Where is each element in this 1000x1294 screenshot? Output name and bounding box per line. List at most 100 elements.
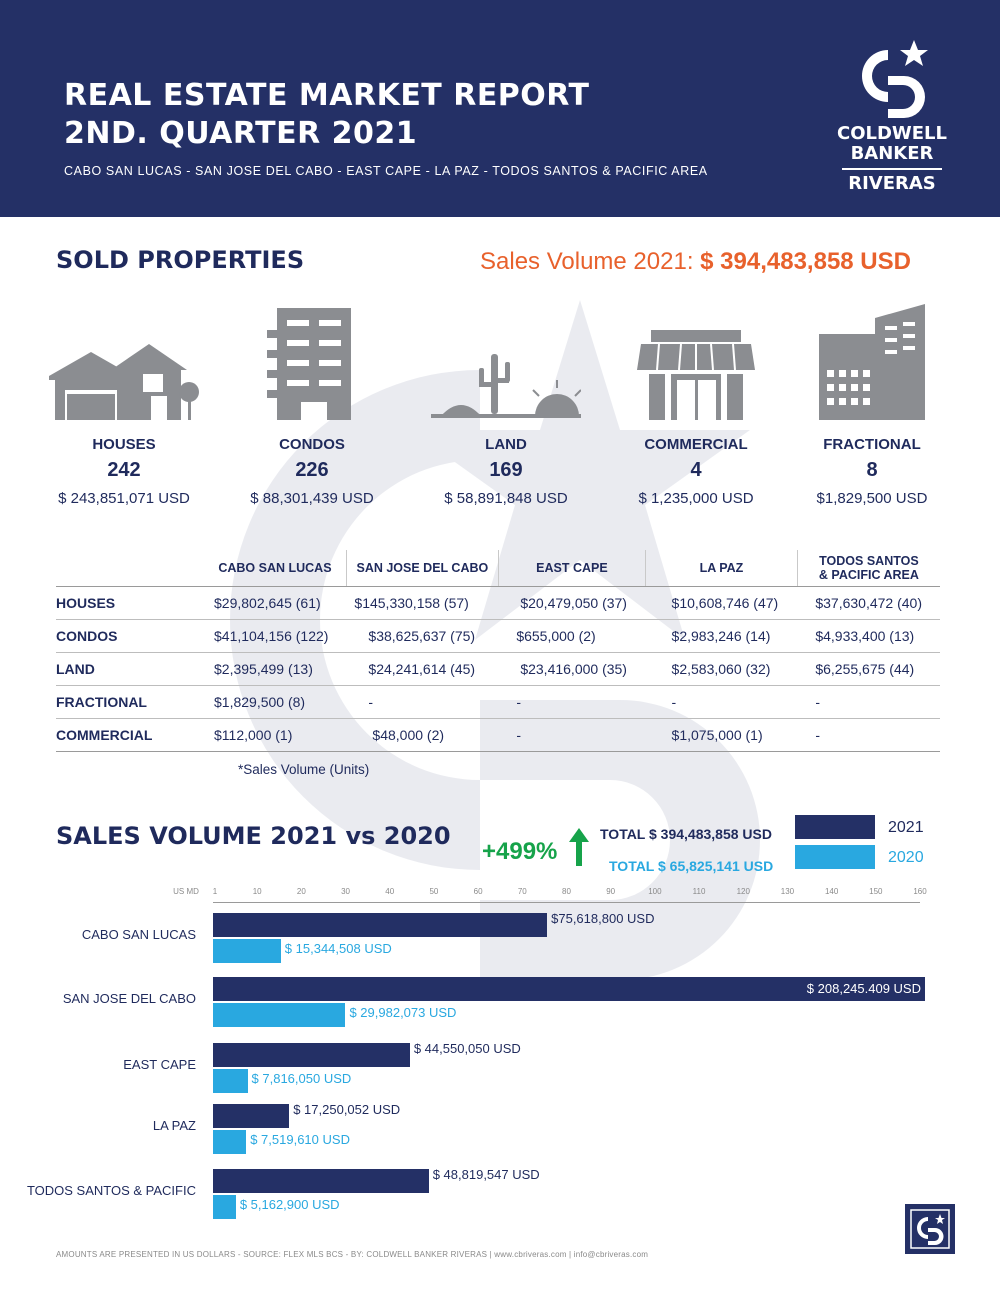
sales-volume-2021: Sales Volume 2021: $ 394,483,858 USD <box>480 248 911 276</box>
table-cell: $2,395,499 (13) <box>204 652 347 686</box>
category-label: CABO SAN LUCAS <box>81 927 196 942</box>
bar-2021 <box>213 1169 429 1193</box>
category-fractional: FRACTIONAL 8 $1,829,500 USD <box>782 295 962 507</box>
bar-value-label: $ 15,344,508 USD <box>284 941 392 956</box>
table-cell: - <box>346 685 499 719</box>
category-volume: $ 1,235,000 USD <box>638 490 754 507</box>
total-2020: TOTAL $ 65,825,141 USD <box>609 858 774 874</box>
bar-2020 <box>213 1003 346 1027</box>
category-name: LAND <box>485 436 527 453</box>
row-header: HOUSES <box>56 586 204 620</box>
col-header-sjd: SAN JOSE DEL CABO <box>345 550 499 587</box>
category-land: LAND 169 $ 58,891,848 USD <box>416 295 596 507</box>
table-cell: $1,075,000 (1) <box>645 718 798 752</box>
x-tick-label: 50 <box>429 887 439 896</box>
comparison-title: SALES VOLUME 2021 vs 2020 <box>56 822 451 850</box>
bar-2020 <box>213 1069 248 1093</box>
category-label: TODOS SANTOS & PACIFIC <box>26 1183 196 1198</box>
table-cell: $38,625,637 (75) <box>346 619 499 653</box>
category-houses: HOUSES 242 $ 243,851,071 USD <box>34 295 214 507</box>
category-label: LA PAZ <box>152 1118 196 1133</box>
row-header: COMMERCIAL <box>56 718 204 752</box>
cb-badge-logo <box>905 1204 955 1254</box>
sold-properties-title: SOLD PROPERTIES <box>56 246 305 274</box>
office-buildings-icon <box>819 304 925 420</box>
table-cell: $10,608,746 (47) <box>645 586 798 620</box>
category-volume: $ 243,851,071 USD <box>58 490 190 507</box>
report-header: REAL ESTATE MARKET REPORT 2ND. QUARTER 2… <box>0 0 1000 217</box>
bar-2020 <box>213 1130 247 1154</box>
table-row: CONDOS $41,104,156 (122) $38,625,637 (75… <box>56 619 940 653</box>
x-tick-label: 60 <box>473 887 483 896</box>
category-name: COMMERCIAL <box>644 436 748 453</box>
table-cell: - <box>498 685 646 719</box>
category-commercial: COMMERCIAL 4 $ 1,235,000 USD <box>606 295 786 507</box>
col-header-todos-santos-line1: TODOS SANTOS <box>819 553 919 568</box>
col-header-todos-santos-line2: & PACIFIC AREA <box>818 567 919 582</box>
x-tick-label: 130 <box>780 887 795 896</box>
category-count: 8 <box>866 459 878 481</box>
category-name: CONDOS <box>279 436 345 453</box>
x-tick-label: 40 <box>385 887 395 896</box>
category-condos: CONDOS 226 $ 88,301,439 USD <box>222 295 402 507</box>
logo-divider <box>842 168 942 170</box>
category-count: 169 <box>489 459 523 481</box>
axis-unit-label: US MD <box>173 887 199 896</box>
table-cell: $6,255,675 (44) <box>797 652 940 686</box>
x-tick-label: 30 <box>341 887 351 896</box>
logo-sub: RIVERAS <box>848 173 936 194</box>
land-cactus-icon <box>431 354 581 418</box>
house-icon <box>49 344 199 420</box>
row-header: FRACTIONAL <box>56 685 204 719</box>
table-cell: $2,983,246 (14) <box>645 619 798 653</box>
table-cell: $29,802,645 (61) <box>204 586 347 620</box>
table-cell: $41,104,156 (122) <box>204 619 347 653</box>
table-row: LAND $2,395,499 (13) $24,241,614 (45) $2… <box>56 652 940 686</box>
x-tick-label: 80 <box>562 887 571 896</box>
col-header-la-paz: LA PAZ <box>645 550 798 587</box>
bar-2020 <box>213 939 281 963</box>
x-tick-label: 20 <box>296 887 306 896</box>
report-title: REAL ESTATE MARKET REPORT <box>64 78 590 113</box>
table-cell: - <box>498 718 646 752</box>
category-volume: $ 88,301,439 USD <box>250 490 374 507</box>
storefront-icon <box>637 330 755 420</box>
x-tick-label: 110 <box>692 887 706 896</box>
arrow-up-icon <box>569 828 589 866</box>
table-note: *Sales Volume (Units) <box>238 762 370 777</box>
x-tick-label: 100 <box>648 887 662 896</box>
condo-building-icon <box>267 308 351 420</box>
x-tick-label: 70 <box>517 887 527 896</box>
sold-breakdown-table: CABO SAN LUCAS SAN JOSE DEL CABO EAST CA… <box>56 550 940 752</box>
cb-monogram-icon <box>862 40 928 118</box>
table-cell: $48,000 (2) <box>346 718 499 752</box>
total-2021: TOTAL $ 394,483,858 USD <box>600 826 772 842</box>
bar-2020 <box>213 1195 236 1219</box>
table-cell: - <box>645 685 798 719</box>
col-header-east-cape: EAST CAPE <box>497 550 646 587</box>
footer-source: AMOUNTS ARE PRESENTED IN US DOLLARS - SO… <box>56 1250 649 1259</box>
x-tick-label: 90 <box>606 887 616 896</box>
bar-2021 <box>213 1043 410 1067</box>
bar-value-label: $ 5,162,900 USD <box>239 1197 340 1212</box>
table-cell: $23,416,000 (35) <box>498 652 646 686</box>
coldwell-banker-logo: COLDWELL BANKER RIVERAS <box>822 38 962 203</box>
table-row: HOUSES $29,802,645 (61) $145,330,158 (57… <box>56 586 940 620</box>
table-corner <box>56 550 204 587</box>
row-header: CONDOS <box>56 619 204 653</box>
cb-monogram-icon <box>910 1209 950 1249</box>
table-cell: $20,479,050 (37) <box>498 586 646 620</box>
x-tick-label: 160 <box>913 887 927 896</box>
bar-value-label: $ 7,519,610 USD <box>250 1132 350 1147</box>
bar-value-label: $ 29,982,073 USD <box>349 1005 457 1020</box>
sales-volume-value: $ 394,483,858 USD <box>700 248 911 275</box>
table-cell: $112,000 (1) <box>204 718 347 752</box>
table-header-row: CABO SAN LUCAS SAN JOSE DEL CABO EAST CA… <box>56 550 940 587</box>
category-volume: $1,829,500 USD <box>816 490 928 507</box>
table-row: FRACTIONAL $1,829,500 (8) - - - - <box>56 685 940 719</box>
category-count: 4 <box>690 459 702 481</box>
category-label: EAST CAPE <box>123 1057 196 1072</box>
growth-percent: +499% <box>482 838 558 865</box>
legend-label-2021: 2021 <box>888 819 924 836</box>
logo-brand: COLDWELL BANKER <box>836 123 947 164</box>
